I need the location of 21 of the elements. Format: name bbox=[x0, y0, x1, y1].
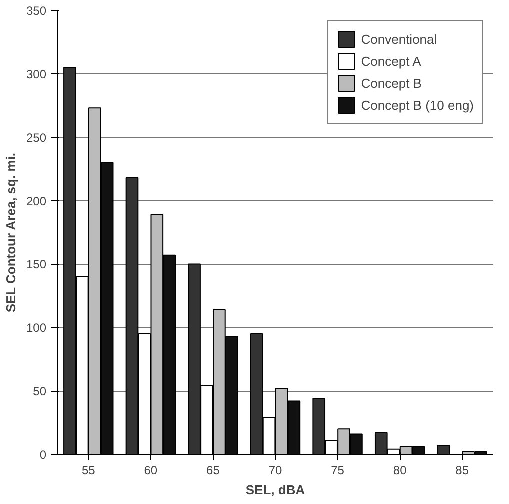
y-tick-label: 250 bbox=[26, 130, 47, 145]
legend-label: Concept B bbox=[361, 76, 422, 90]
x-axis-title: SEL, dBA bbox=[246, 482, 306, 498]
y-tick-label: 0 bbox=[40, 448, 47, 462]
legend-label: Conventional bbox=[361, 32, 438, 46]
legend-label: Concept A bbox=[361, 54, 422, 68]
x-tick-label: 65 bbox=[206, 464, 220, 478]
x-tick-label: 60 bbox=[144, 464, 158, 478]
y-tick-label: 300 bbox=[26, 67, 47, 82]
legend-label: Concept B (10 eng) bbox=[361, 98, 474, 112]
y-tick-label: 350 bbox=[26, 4, 47, 18]
x-tick-label: 55 bbox=[82, 464, 96, 478]
y-axis-title: SEL Contour Area, sq. mi. bbox=[3, 153, 18, 313]
y-tick-label: 100 bbox=[26, 321, 47, 336]
y-tick-label: 200 bbox=[26, 194, 47, 208]
x-tick-label: 80 bbox=[393, 464, 408, 478]
y-tick-label: 50 bbox=[33, 384, 47, 399]
x-tick-label: 70 bbox=[268, 464, 282, 478]
y-tick-label: 150 bbox=[26, 258, 47, 272]
x-tick-label: 85 bbox=[456, 464, 470, 478]
x-tick-label: 75 bbox=[331, 464, 345, 478]
